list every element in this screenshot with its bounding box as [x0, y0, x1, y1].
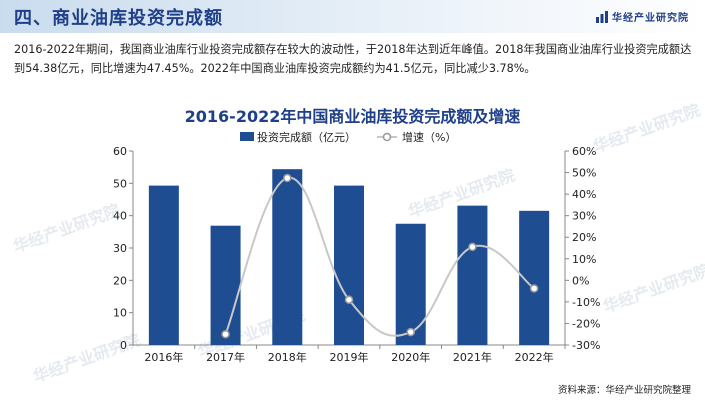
left-tick-label: 30 [113, 242, 127, 255]
right-tick-label: -10% [572, 296, 600, 309]
chart-title: 2016-2022年中国商业油库投资完成额及增速 [184, 107, 521, 126]
header-bar [0, 0, 705, 33]
legend-bar-swatch [240, 132, 254, 141]
x-tick-label: 2017年 [206, 350, 245, 364]
bar [148, 185, 179, 345]
right-tick-label: 0% [572, 274, 589, 287]
left-tick-label: 50 [113, 177, 127, 190]
legend-bar-label: 投资完成额（亿元） [257, 130, 356, 144]
growth-point [344, 295, 354, 304]
x-tick-label: 2018年 [268, 350, 307, 364]
source-note: 资料来源：华经产业研究院整理 [557, 385, 691, 396]
right-tick-label: 30% [572, 210, 596, 223]
left-tick-label: 60 [113, 145, 127, 158]
growth-point [221, 329, 230, 339]
right-tick-label: -30% [572, 339, 600, 352]
growth-point [468, 242, 477, 252]
growth-line [224, 177, 535, 337]
brand-logo-icon [596, 10, 608, 23]
bar [334, 185, 364, 345]
bar [272, 169, 303, 345]
x-tick-label: 2019年 [330, 350, 369, 364]
right-tick-label: -20% [572, 317, 600, 330]
right-tick-label: 50% [572, 167, 596, 180]
x-tick-label: 2020年 [391, 350, 430, 364]
legend-line-marker [382, 132, 392, 142]
growth-point [406, 327, 415, 337]
x-tick-label: 2016年 [144, 350, 183, 364]
x-tick-label: 2022年 [515, 350, 554, 364]
growth-point [283, 173, 292, 183]
right-tick-label: 20% [572, 231, 596, 244]
right-tick-label: 60% [572, 145, 596, 158]
right-tick-label: 10% [572, 253, 596, 266]
left-tick-label: 0 [120, 339, 127, 352]
x-tick-label: 2021年 [453, 350, 492, 364]
legend-line-label: 增速（%） [402, 130, 456, 144]
section-title: 四、商业油库投资完成额 [14, 8, 223, 29]
bar [395, 223, 426, 345]
left-tick-label: 20 [113, 274, 127, 287]
brand-name: 华经产业研究院 [612, 13, 689, 24]
right-tick-label: 40% [572, 188, 596, 201]
bar [457, 205, 488, 345]
bar [210, 225, 241, 345]
left-tick-label: 40 [113, 210, 127, 223]
intro-text: 2016-2022年期间，我国商业油库行业投资完成额存在较大的波动性，于2018… [14, 43, 692, 75]
brand: 华经产业研究院 [596, 9, 689, 24]
growth-point [529, 284, 539, 293]
left-tick-label: 10 [113, 307, 127, 320]
